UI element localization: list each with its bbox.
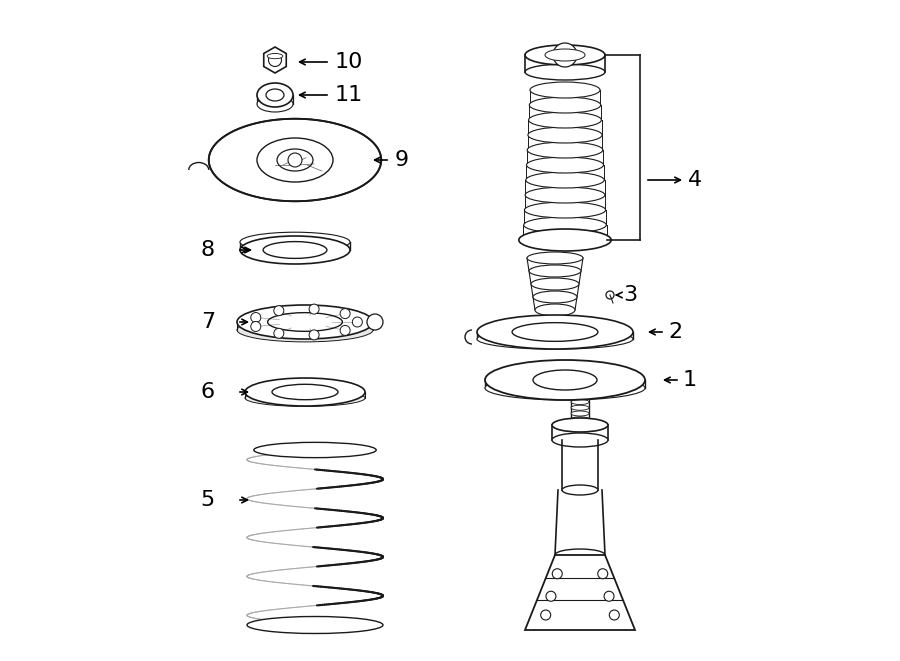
- Ellipse shape: [525, 45, 605, 65]
- Ellipse shape: [529, 97, 600, 113]
- Ellipse shape: [245, 389, 365, 407]
- Ellipse shape: [528, 112, 601, 128]
- Ellipse shape: [571, 411, 589, 416]
- Text: 2: 2: [668, 322, 682, 342]
- Ellipse shape: [571, 394, 589, 399]
- Ellipse shape: [267, 313, 342, 331]
- Ellipse shape: [571, 399, 589, 405]
- Circle shape: [274, 305, 284, 316]
- Ellipse shape: [247, 617, 383, 633]
- Text: 7: 7: [201, 312, 215, 332]
- Text: 11: 11: [335, 85, 364, 105]
- Ellipse shape: [367, 314, 383, 330]
- Ellipse shape: [257, 96, 293, 112]
- Ellipse shape: [526, 172, 604, 188]
- Circle shape: [353, 317, 363, 327]
- Circle shape: [340, 309, 350, 319]
- Text: 9: 9: [395, 150, 410, 170]
- Ellipse shape: [518, 229, 611, 251]
- Circle shape: [268, 54, 282, 67]
- Ellipse shape: [524, 217, 607, 233]
- Ellipse shape: [237, 305, 373, 339]
- Text: 1: 1: [683, 370, 698, 390]
- Polygon shape: [209, 119, 382, 201]
- Ellipse shape: [552, 433, 608, 447]
- Polygon shape: [264, 47, 286, 73]
- Text: 3: 3: [623, 285, 637, 305]
- Ellipse shape: [533, 291, 577, 303]
- Text: 8: 8: [201, 240, 215, 260]
- Ellipse shape: [237, 318, 373, 342]
- Ellipse shape: [477, 329, 633, 349]
- Ellipse shape: [571, 371, 589, 379]
- Ellipse shape: [240, 236, 350, 264]
- Ellipse shape: [545, 49, 585, 61]
- Ellipse shape: [525, 202, 606, 218]
- Ellipse shape: [528, 127, 602, 143]
- Circle shape: [598, 568, 608, 579]
- Circle shape: [309, 330, 320, 340]
- Ellipse shape: [529, 265, 581, 277]
- Circle shape: [251, 321, 261, 331]
- Circle shape: [604, 591, 614, 602]
- Ellipse shape: [272, 384, 338, 400]
- Polygon shape: [525, 555, 635, 630]
- Ellipse shape: [485, 360, 645, 400]
- Ellipse shape: [240, 232, 350, 252]
- Ellipse shape: [526, 157, 604, 173]
- Text: 5: 5: [201, 490, 215, 510]
- Ellipse shape: [277, 149, 313, 171]
- Circle shape: [288, 153, 302, 167]
- Ellipse shape: [571, 416, 589, 422]
- Ellipse shape: [527, 142, 603, 158]
- Circle shape: [274, 329, 284, 338]
- Ellipse shape: [535, 304, 575, 316]
- Ellipse shape: [571, 388, 589, 393]
- Ellipse shape: [555, 549, 605, 561]
- Ellipse shape: [571, 405, 589, 410]
- Circle shape: [553, 43, 577, 67]
- Ellipse shape: [523, 232, 607, 248]
- Circle shape: [553, 568, 562, 579]
- Ellipse shape: [552, 418, 608, 432]
- Ellipse shape: [477, 315, 633, 349]
- Ellipse shape: [266, 89, 284, 101]
- Ellipse shape: [562, 485, 598, 495]
- Text: 6: 6: [201, 382, 215, 402]
- Circle shape: [546, 591, 556, 602]
- Text: 10: 10: [335, 52, 364, 72]
- Ellipse shape: [533, 370, 597, 390]
- Ellipse shape: [571, 382, 589, 387]
- Ellipse shape: [257, 83, 293, 107]
- Circle shape: [609, 610, 619, 620]
- Ellipse shape: [485, 376, 645, 400]
- Ellipse shape: [267, 54, 283, 59]
- Ellipse shape: [245, 378, 365, 406]
- Circle shape: [606, 291, 614, 299]
- Ellipse shape: [525, 187, 605, 203]
- Ellipse shape: [527, 252, 583, 264]
- Circle shape: [340, 325, 350, 335]
- Circle shape: [309, 304, 320, 314]
- Circle shape: [251, 313, 261, 323]
- Ellipse shape: [512, 323, 598, 341]
- Ellipse shape: [254, 442, 376, 457]
- Circle shape: [541, 610, 551, 620]
- Ellipse shape: [530, 82, 600, 98]
- Ellipse shape: [257, 138, 333, 182]
- Ellipse shape: [571, 377, 589, 381]
- Text: 4: 4: [688, 170, 702, 190]
- Ellipse shape: [525, 64, 605, 80]
- Ellipse shape: [531, 278, 579, 290]
- Ellipse shape: [263, 242, 327, 258]
